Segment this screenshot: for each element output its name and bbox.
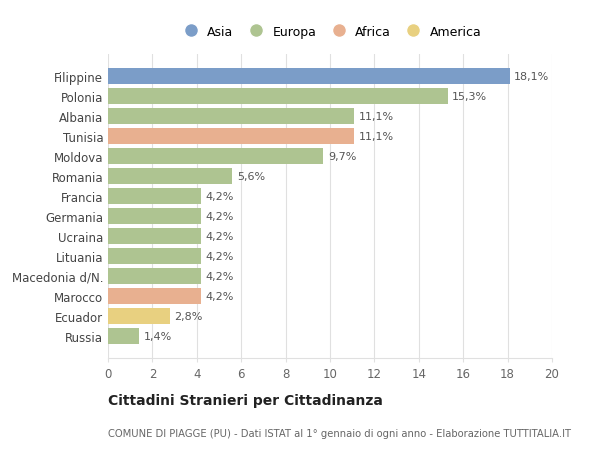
Text: 4,2%: 4,2% (206, 191, 234, 202)
Text: 4,2%: 4,2% (206, 252, 234, 261)
Bar (108, 109, 355, 125)
Legend: Asia, Europa, Africa, America: Asia, Europa, Africa, America (175, 22, 485, 42)
Bar (108, 228, 201, 245)
Bar (108, 328, 139, 344)
Bar (108, 288, 201, 304)
Text: 11,1%: 11,1% (359, 112, 394, 122)
Bar (108, 149, 323, 165)
Bar (108, 129, 355, 145)
Bar (108, 168, 232, 185)
Text: 4,2%: 4,2% (206, 291, 234, 301)
Text: Cittadini Stranieri per Cittadinanza: Cittadini Stranieri per Cittadinanza (108, 393, 383, 407)
Text: 9,7%: 9,7% (328, 152, 356, 162)
Bar (108, 208, 201, 225)
Text: 4,2%: 4,2% (206, 212, 234, 222)
Text: 2,8%: 2,8% (175, 311, 203, 321)
Text: 4,2%: 4,2% (206, 271, 234, 281)
Text: 18,1%: 18,1% (514, 72, 550, 82)
Text: 1,4%: 1,4% (143, 331, 172, 341)
Bar (108, 188, 201, 205)
Text: 4,2%: 4,2% (206, 231, 234, 241)
Bar (108, 308, 170, 325)
Bar (108, 268, 201, 285)
Bar (108, 69, 510, 85)
Text: COMUNE DI PIAGGE (PU) - Dati ISTAT al 1° gennaio di ogni anno - Elaborazione TUT: COMUNE DI PIAGGE (PU) - Dati ISTAT al 1°… (108, 428, 571, 438)
Text: 5,6%: 5,6% (237, 172, 265, 182)
Text: 15,3%: 15,3% (452, 92, 487, 102)
Bar (108, 89, 448, 105)
Text: 11,1%: 11,1% (359, 132, 394, 142)
Bar (108, 248, 201, 264)
